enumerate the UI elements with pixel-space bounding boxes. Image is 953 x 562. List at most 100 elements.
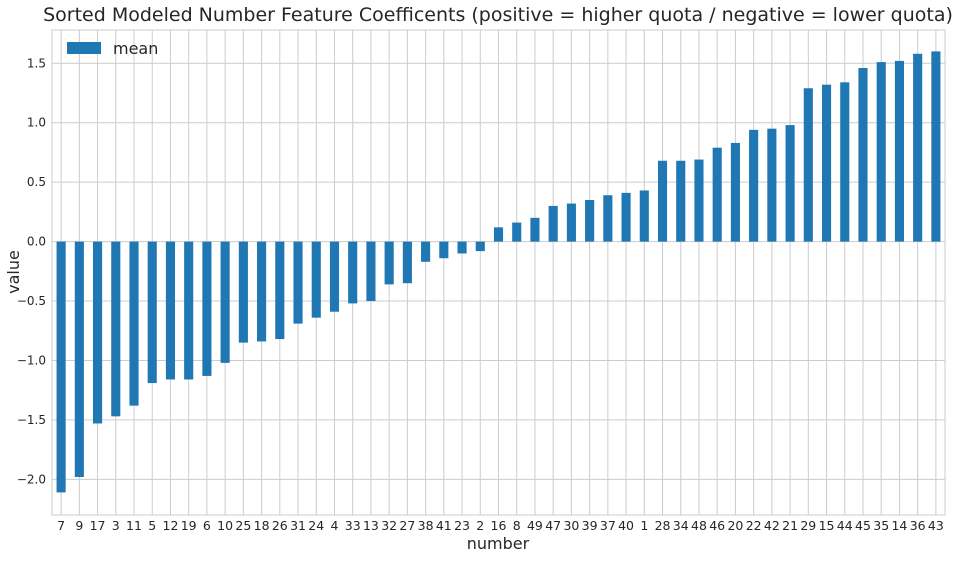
x-tick-label: 2 [476, 518, 484, 533]
x-tick-label: 5 [148, 518, 156, 533]
bar-16 [493, 227, 504, 242]
x-tick-label: 20 [727, 518, 743, 533]
x-tick-label: 17 [90, 518, 106, 533]
x-tick-label: 34 [673, 518, 689, 533]
x-tick-label: 48 [691, 518, 707, 533]
y-axis-label: value [4, 250, 23, 294]
x-tick-label: 27 [399, 518, 415, 533]
bar-48 [694, 159, 704, 242]
bar-31 [293, 241, 303, 324]
x-tick-label: 18 [254, 518, 270, 533]
y-tick-labels: −2.0 −1.5 −1.0 −0.5 0.0 0.5 1.0 1.5 [17, 56, 46, 486]
x-tick-label: 10 [217, 518, 233, 533]
legend: mean [67, 39, 158, 58]
bar-43 [931, 51, 941, 242]
bar-34 [676, 160, 686, 242]
x-tick-label: 23 [454, 518, 470, 533]
bar-15 [821, 84, 832, 242]
x-tick-label: 14 [891, 518, 907, 533]
x-tick-labels: 7 9 17 3 11 5 12 19 6 10 25 18 26 31 24 4 33 13 32 27 38 41 23… [57, 518, 944, 533]
x-tick-label: 47 [545, 518, 561, 533]
bar-21 [785, 125, 795, 242]
x-tick-label: 11 [126, 518, 142, 533]
y-tick-label: −0.5 [17, 294, 46, 308]
x-tick-label: 26 [272, 518, 288, 533]
bar-40 [621, 192, 631, 242]
bar-46 [712, 147, 722, 242]
bar-44 [840, 82, 850, 242]
bar-33 [348, 241, 358, 304]
bar-19 [184, 241, 194, 380]
bar-10 [220, 241, 230, 363]
bar-27 [402, 241, 412, 284]
x-tick-label: 45 [855, 518, 871, 533]
bar-18 [257, 241, 267, 342]
bar-9 [74, 241, 84, 477]
bar-29 [803, 88, 813, 242]
x-tick-label: 21 [782, 518, 798, 533]
y-tick-label: 0.5 [27, 175, 46, 189]
bar-4 [329, 241, 340, 312]
bar-38 [421, 241, 431, 262]
bar-47 [548, 205, 558, 242]
bar-39 [585, 199, 595, 242]
bar-41 [439, 241, 449, 259]
bar-49 [530, 217, 540, 242]
plot-frame [51, 29, 946, 516]
x-tick-label: 33 [345, 518, 361, 533]
x-tick-label: 8 [513, 518, 521, 533]
x-tick-label: 30 [563, 518, 579, 533]
bar-3 [111, 241, 121, 417]
x-tick-label: 7 [57, 518, 65, 533]
x-tick-label: 32 [381, 518, 397, 533]
x-tick-label: 22 [746, 518, 762, 533]
x-tick-label: 28 [655, 518, 671, 533]
x-tick-label: 12 [163, 518, 179, 533]
legend-swatch [67, 42, 101, 54]
y-tick-label: 1.0 [27, 116, 46, 130]
bar-22 [749, 129, 759, 242]
x-axis-label: number [467, 534, 530, 553]
bar-7 [56, 241, 66, 493]
bar-30 [566, 203, 576, 242]
bar-8 [512, 222, 522, 242]
x-tick-label: 9 [75, 518, 83, 533]
x-tick-label: 37 [600, 518, 616, 533]
x-tick-label: 4 [331, 518, 339, 533]
x-tick-label: 19 [181, 518, 197, 533]
x-tick-label: 3 [112, 518, 120, 533]
bar-2 [475, 241, 485, 252]
bar-12 [165, 241, 176, 380]
x-tick-label: 35 [873, 518, 889, 533]
x-tick-label: 43 [928, 518, 944, 533]
x-tick-label: 24 [308, 518, 324, 533]
x-tick-label: 16 [491, 518, 507, 533]
bar-series [56, 51, 941, 493]
bar-45 [858, 68, 868, 242]
x-tick-label: 36 [910, 518, 926, 533]
x-tick-label: 40 [618, 518, 634, 533]
x-tick-label: 39 [582, 518, 598, 533]
bar-20 [730, 142, 740, 242]
x-tick-label: 38 [418, 518, 434, 533]
bar-42 [767, 128, 777, 242]
x-tick-label: 41 [436, 518, 452, 533]
x-tick-label: 46 [709, 518, 725, 533]
bar-25 [238, 241, 248, 343]
bar-14 [894, 60, 904, 242]
x-tick-label: 42 [764, 518, 780, 533]
x-tick-label: 13 [363, 518, 379, 533]
bar-26 [275, 241, 285, 340]
y-tick-label: −1.0 [17, 353, 46, 367]
bar-36 [913, 53, 923, 242]
bar-6 [202, 241, 212, 376]
y-tick-label: −2.0 [17, 472, 46, 486]
x-tick-label: 29 [800, 518, 816, 533]
bar-32 [384, 241, 394, 285]
bar-24 [311, 241, 321, 318]
bar-17 [93, 241, 103, 424]
x-tick-label: 6 [203, 518, 211, 533]
chart-title: Sorted Modeled Number Feature Coefficent… [43, 4, 953, 26]
x-tick-label: 44 [837, 518, 853, 533]
